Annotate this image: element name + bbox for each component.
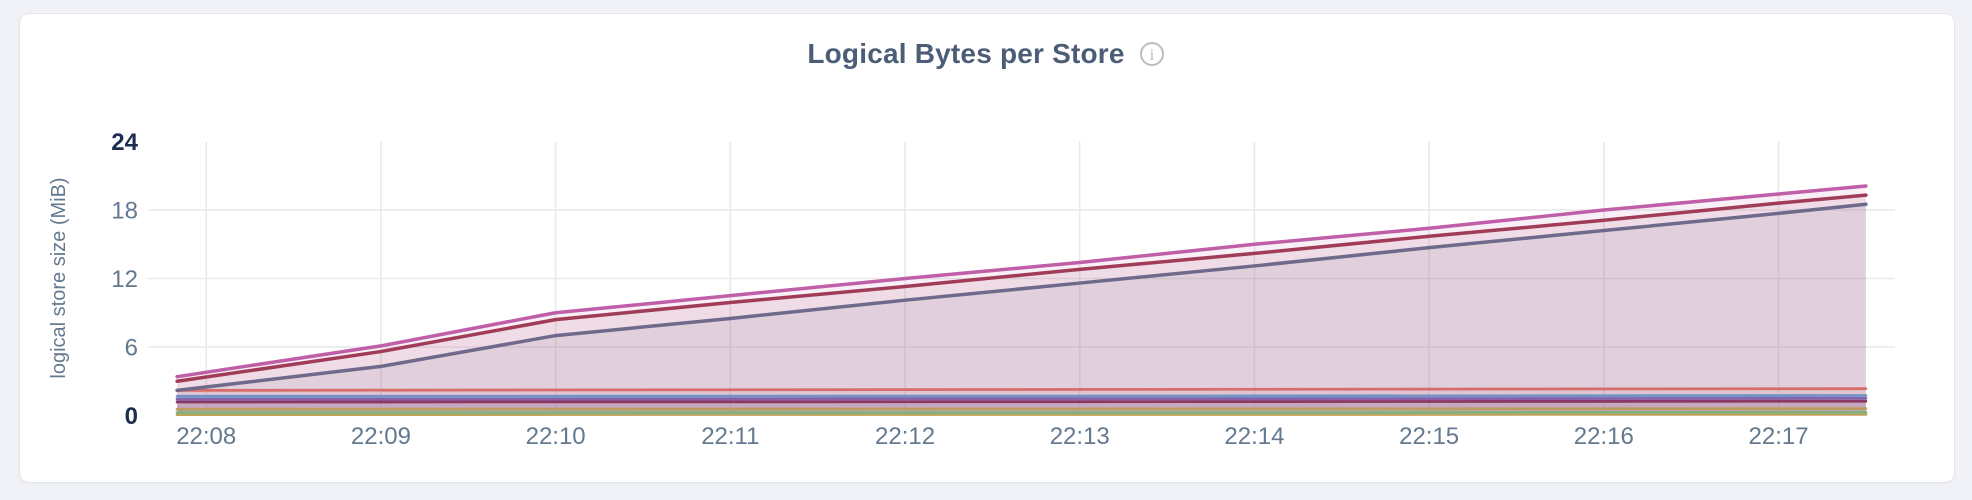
series-5-line (175, 394, 1868, 398)
chart-header: Logical Bytes per Store i (19, 36, 1953, 72)
info-icon[interactable]: i (1139, 41, 1165, 67)
chart-card (19, 13, 1955, 483)
x-tick-label: 22:13 (1050, 423, 1110, 450)
series-6-line (175, 396, 1868, 401)
x-tick-label: 22:14 (1224, 423, 1284, 450)
x-tick-label: 22:16 (1574, 423, 1634, 450)
y-tick-label: 18 (111, 198, 138, 225)
series-1-line (175, 184, 1868, 379)
x-tick-label: 22:09 (351, 423, 411, 450)
x-tick-label: 22:15 (1399, 423, 1459, 450)
axis-tick-layer: 0 6 12 18 24 22:08 22:09 22:10 22:11 22:12 22:13 22… (111, 129, 1808, 450)
info-icon-circle (1139, 42, 1164, 66)
y-tick-label: 6 (125, 335, 138, 362)
series-2-line (175, 193, 1868, 383)
series-3-area (177, 204, 1866, 416)
x-tick-label: 22:12 (875, 423, 935, 450)
x-tick-label: 22:10 (526, 423, 586, 450)
x-tick-label: 22:17 (1749, 423, 1809, 450)
x-tick-label: 22:08 (176, 423, 236, 450)
chart-title: Logical Bytes per Store (807, 38, 1125, 69)
series-8-line (175, 407, 1868, 411)
y-tick-label: 0 (125, 403, 138, 430)
series-4-line (175, 387, 1868, 392)
y-tick-label: 12 (111, 266, 138, 293)
x-tick-label: 22:11 (701, 423, 759, 450)
series-line-layer (175, 184, 1868, 416)
y-tick-label: 24 (111, 129, 138, 156)
series-7-line (175, 399, 1868, 404)
y-axis-title: logical store size (MiB) (48, 177, 70, 378)
series-3-line (175, 202, 1868, 393)
series-2-area (177, 195, 1866, 416)
info-icon-glyph: i (1149, 47, 1154, 64)
series-1-area (177, 186, 1866, 416)
